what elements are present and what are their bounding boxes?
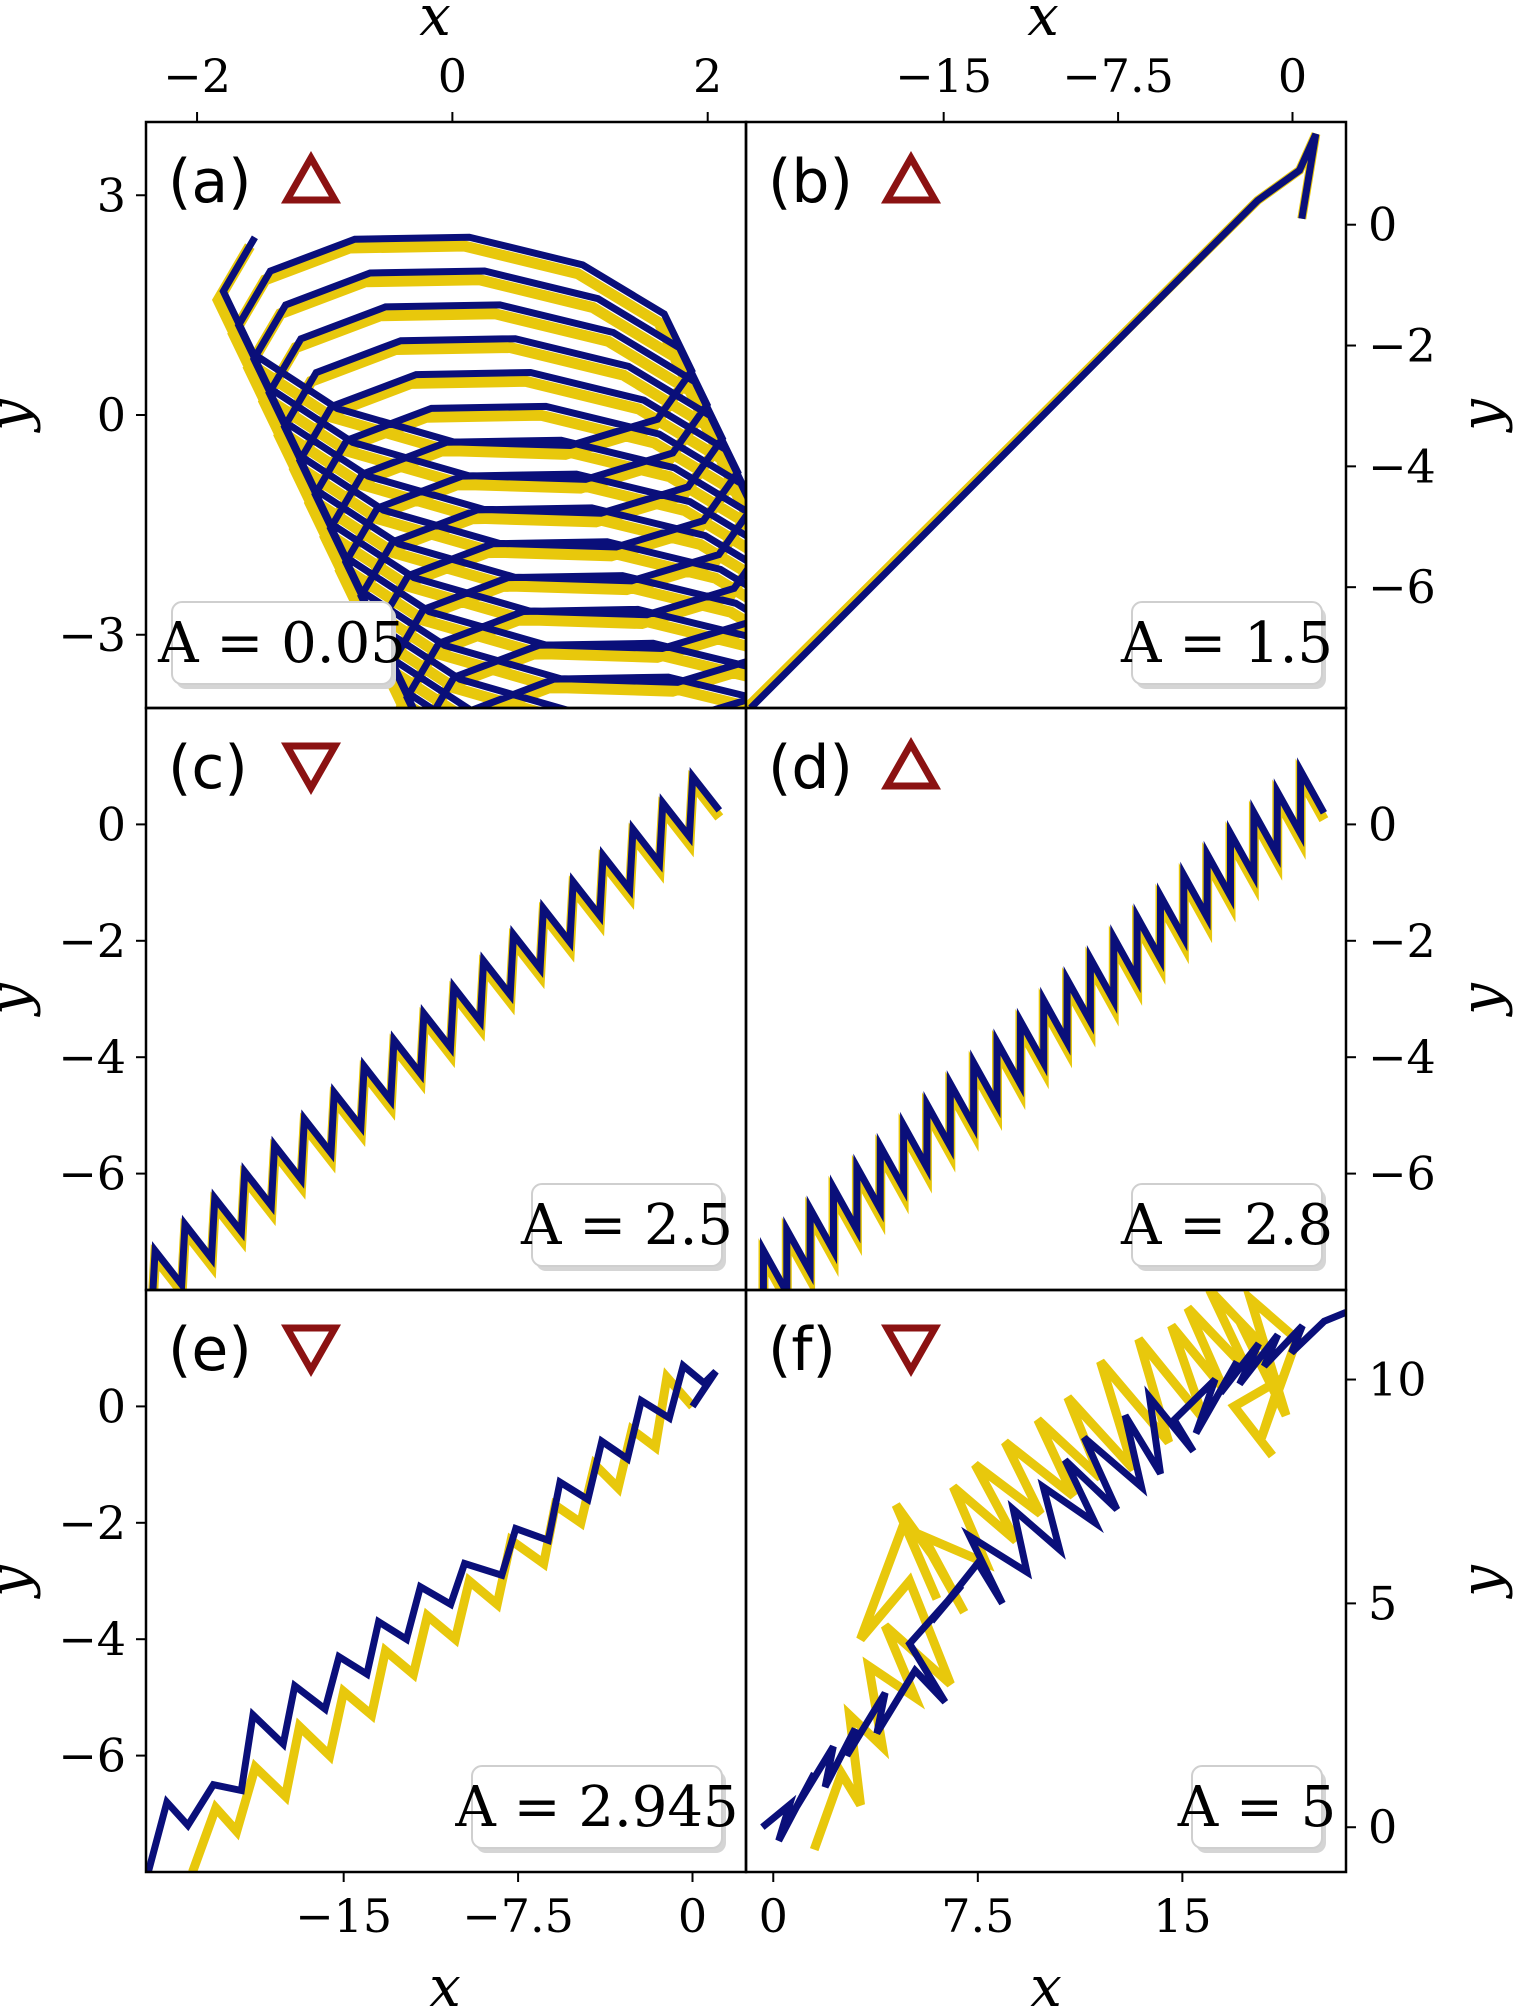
y-tick-label: −4 — [1368, 439, 1436, 493]
plot-area — [746, 132, 1321, 708]
y-tick-label: −2 — [1368, 319, 1436, 373]
x-tick-label: 0 — [1278, 49, 1307, 103]
marker-triangle-icon — [880, 150, 942, 204]
panel-letter: (e) — [168, 1315, 252, 1385]
panel-letter: (b) — [768, 147, 853, 217]
x-tick-label: 2 — [693, 49, 722, 103]
panel-letter: (a) — [168, 147, 252, 217]
x-tick-label: 7.5 — [941, 1889, 1014, 1943]
y-tick-label: −4 — [58, 1612, 126, 1666]
series-line-blue — [149, 767, 723, 1290]
y-tick-label: 3 — [97, 168, 126, 222]
y-tick-label: −6 — [58, 1147, 126, 1201]
x-tick-label: 15 — [1153, 1889, 1212, 1943]
panel-frame — [744, 1288, 1348, 1874]
plot-area — [146, 1359, 719, 1872]
y-tick-label: 0 — [97, 388, 126, 442]
y-axis-label: y — [0, 398, 42, 434]
y-tick-label: −2 — [58, 1496, 126, 1550]
annotation-text: A = 1.5 — [1120, 611, 1333, 676]
plot-area — [758, 757, 1329, 1290]
panel-c: 0 −2 −4 −6 y (c) A = 2.5 — [0, 706, 748, 1292]
y-axis-label: y — [0, 982, 42, 1018]
panel-letter: (c) — [168, 733, 248, 803]
y-tick-label: −6 — [1368, 560, 1436, 614]
panel-letter: (f) — [768, 1315, 836, 1385]
x-tick-label: 0 — [438, 49, 467, 103]
plot-area — [148, 767, 724, 1290]
plot-area — [760, 1290, 1346, 1852]
marker-triangle-icon — [880, 736, 942, 790]
annotation-text: A = 2.5 — [520, 1193, 733, 1258]
y-tick-label: −6 — [58, 1729, 126, 1783]
annotation-box — [471, 1765, 723, 1849]
annotation-box — [1131, 1183, 1323, 1267]
x-tick-label: −2 — [163, 49, 231, 103]
panel-e: 0 −2 −4 −6 −15 −7.5 0 y (e) A = 2.945 — [0, 1288, 748, 1943]
top-left-xlabel: x — [419, 0, 451, 49]
y-tick-label: 0 — [1368, 797, 1397, 851]
annotation-text: A = 2.945 — [454, 1775, 738, 1840]
annotation-box — [531, 1183, 723, 1267]
bottom-right-xlabel: x — [1030, 1955, 1062, 2016]
y-tick-label: −4 — [1368, 1030, 1436, 1084]
series-line-blue — [759, 757, 1327, 1290]
series-line-blue — [760, 1309, 1346, 1843]
y-axis-label: y — [1449, 398, 1514, 434]
annotation-text: A = 2.8 — [1120, 1193, 1333, 1258]
top-right-xlabel: x — [1027, 0, 1059, 49]
x-tick-label: −7.5 — [462, 1889, 574, 1943]
x-tick-label: −7.5 — [1062, 49, 1174, 103]
plot-area — [211, 233, 746, 708]
panel-f: 0 5 10 0 7.5 15 y (f) A = 5 — [744, 1288, 1514, 1943]
marker-triangle-icon — [280, 150, 342, 204]
y-axis-label: y — [1449, 982, 1514, 1018]
y-tick-label: 0 — [1368, 198, 1397, 252]
y-tick-label: 0 — [1368, 1800, 1397, 1854]
bottom-left-xlabel: x — [429, 1955, 461, 2016]
y-tick-label: −3 — [58, 608, 126, 662]
marker-triangle-icon — [280, 1324, 342, 1378]
x-tick-label: 0 — [759, 1889, 788, 1943]
y-tick-label: 10 — [1368, 1353, 1427, 1407]
panel-letter: (d) — [768, 733, 853, 803]
series-line-blue — [146, 1359, 719, 1872]
y-tick-label: 0 — [97, 1379, 126, 1433]
y-tick-label: −6 — [1368, 1147, 1436, 1201]
y-tick-label: −2 — [1368, 914, 1436, 968]
panels-group: −3 0 3 −2 0 2 y (a) A = 0.05 0 −2 −4 −6 −15 −7.5 0 y (b) A… — [0, 49, 1514, 1943]
x-tick-label: −15 — [295, 1889, 392, 1943]
annotation-box — [171, 601, 393, 685]
y-axis-label: y — [0, 1564, 42, 1600]
series-line-blue — [219, 233, 746, 708]
panel-b: 0 −2 −4 −6 −15 −7.5 0 y (b) A = 1.5 — [744, 49, 1514, 710]
y-tick-label: −4 — [58, 1030, 126, 1084]
x-tick-label: 0 — [678, 1889, 707, 1943]
marker-triangle-icon — [280, 742, 342, 796]
series-line-blue — [748, 132, 1320, 708]
annotation-text: A = 5 — [1177, 1775, 1337, 1840]
y-tick-label: −2 — [58, 914, 126, 968]
series-line-yellow — [188, 1367, 696, 1872]
y-tick-label: 5 — [1368, 1576, 1397, 1630]
marker-triangle-icon — [880, 1324, 942, 1378]
y-axis-label: y — [1449, 1564, 1514, 1600]
annotation-text: A = 0.05 — [157, 611, 406, 676]
x-tick-label: −15 — [895, 49, 992, 103]
annotation-box — [1191, 1765, 1323, 1849]
panel-d: 0 −2 −4 −6 y (d) A = 2.8 — [744, 706, 1514, 1292]
y-tick-label: 0 — [97, 797, 126, 851]
annotation-box — [1131, 601, 1323, 685]
panel-a: −3 0 3 −2 0 2 y (a) A = 0.05 — [0, 49, 748, 710]
